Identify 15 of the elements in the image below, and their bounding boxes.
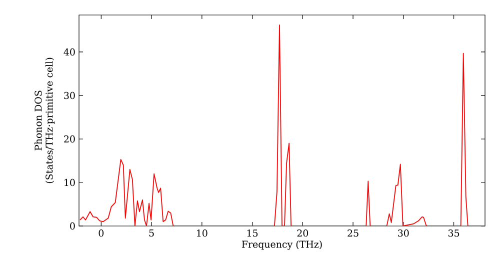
x-tick-label: 25 (348, 230, 358, 237)
y-axis-title: Phonon DOS (States/THz·primitive cell) (34, 58, 55, 184)
x-tick-label: 30 (398, 230, 409, 237)
x-axis-title: Frequency (THz) (242, 240, 322, 250)
x-tick-label: 20 (297, 230, 308, 237)
y-tick-label: 0 (70, 222, 75, 230)
y-tick-label: 40 (64, 48, 75, 56)
x-tick-label: 35 (448, 230, 460, 237)
y-tick-label: 30 (64, 92, 75, 100)
x-tick-label: 0 (98, 230, 104, 237)
y-tick-label: 10 (64, 178, 75, 186)
x-tick-label: 10 (197, 230, 208, 237)
x-tick-label: 5 (149, 230, 154, 237)
x-tick-label: 15 (247, 230, 258, 237)
y-tick-label: 20 (64, 135, 75, 143)
